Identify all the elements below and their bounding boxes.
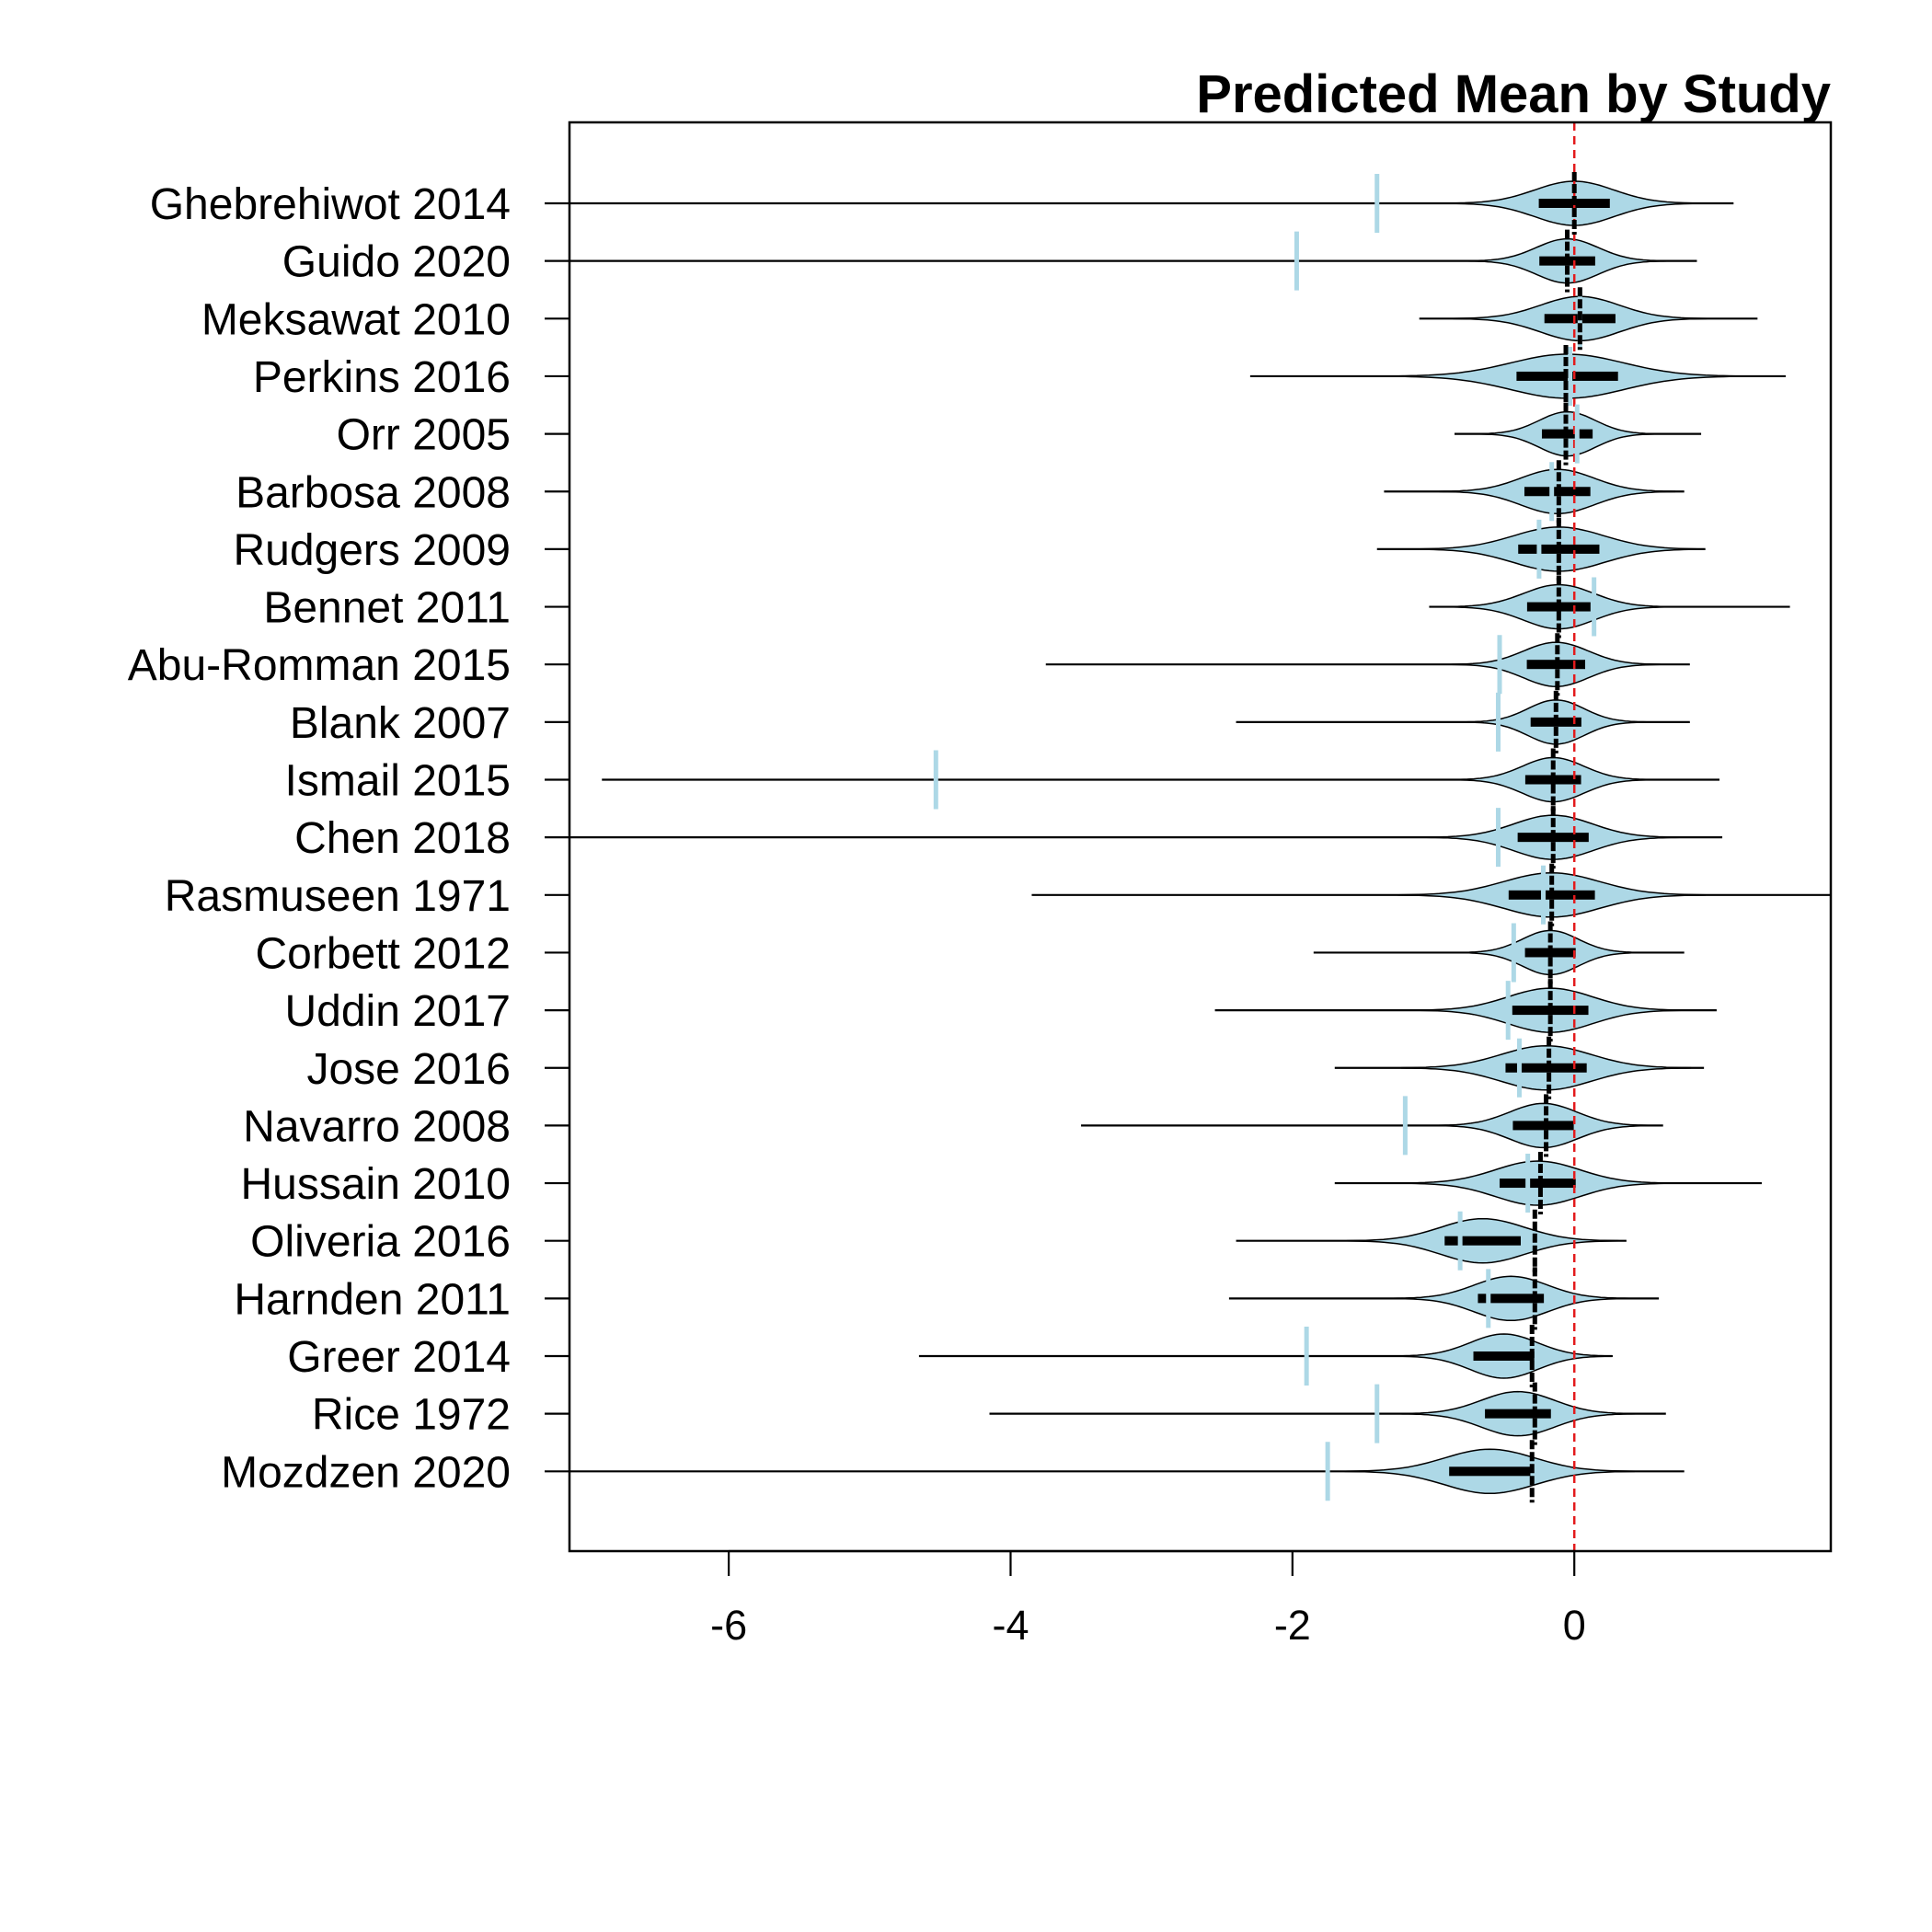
draws-band-16 bbox=[1512, 1121, 1574, 1131]
study-label-1: Guido 2020 bbox=[282, 238, 511, 287]
draws-band-22 bbox=[1449, 1466, 1531, 1477]
study-label-16: Navarro 2008 bbox=[243, 1102, 511, 1151]
draws-band-15 bbox=[1505, 1063, 1587, 1073]
study-label-5: Barbosa 2008 bbox=[236, 468, 511, 517]
study-label-22: Mozdzen 2020 bbox=[221, 1448, 511, 1497]
x-tick-label-3: 0 bbox=[1563, 1602, 1586, 1649]
study-label-9: Blank 2007 bbox=[290, 699, 511, 748]
study-label-6: Rudgers 2009 bbox=[233, 526, 511, 575]
study-labels-layer: Ghebrehiwot 2014 Guido 2020 Meksawat 2010 P… bbox=[128, 180, 569, 1497]
study-label-21: Rice 1972 bbox=[312, 1391, 511, 1440]
draws-band-20 bbox=[1473, 1351, 1535, 1361]
predicted-means-layer bbox=[933, 172, 1597, 1503]
study-label-3: Perkins 2016 bbox=[253, 353, 511, 402]
draws-band-21 bbox=[1485, 1409, 1551, 1419]
study-label-4: Orr 2005 bbox=[337, 411, 511, 460]
x-tick-label-2: -2 bbox=[1274, 1602, 1311, 1649]
study-label-13: Corbett 2012 bbox=[255, 929, 511, 978]
study-label-10: Ismail 2015 bbox=[285, 757, 511, 806]
study-label-11: Chen 2018 bbox=[294, 814, 511, 863]
study-label-18: Oliveria 2016 bbox=[250, 1218, 511, 1267]
study-label-19: Harnden 2011 bbox=[234, 1275, 511, 1324]
study-label-20: Greer 2014 bbox=[287, 1333, 511, 1382]
study-label-14: Uddin 2017 bbox=[284, 987, 511, 1036]
study-label-0: Ghebrehiwot 2014 bbox=[150, 180, 511, 229]
study-label-12: Rasmuseen 1971 bbox=[165, 872, 511, 921]
study-label-17: Hussain 2010 bbox=[240, 1160, 511, 1209]
draws-band-17 bbox=[1500, 1179, 1576, 1189]
x-tick-label-0: -6 bbox=[710, 1602, 747, 1649]
chart-title: Predicted Mean by Study bbox=[1196, 64, 1831, 124]
study-label-15: Jose 2016 bbox=[306, 1045, 511, 1094]
draws-band-19 bbox=[1478, 1294, 1545, 1304]
study-label-7: Bennet 2011 bbox=[263, 584, 511, 633]
x-tick-label-1: -4 bbox=[992, 1602, 1029, 1649]
study-label-8: Abu-Romman 2015 bbox=[128, 641, 511, 690]
study-label-2: Meksawat 2010 bbox=[201, 295, 511, 344]
plot-frame bbox=[568, 121, 1833, 1553]
draws-band-18 bbox=[1444, 1236, 1521, 1246]
